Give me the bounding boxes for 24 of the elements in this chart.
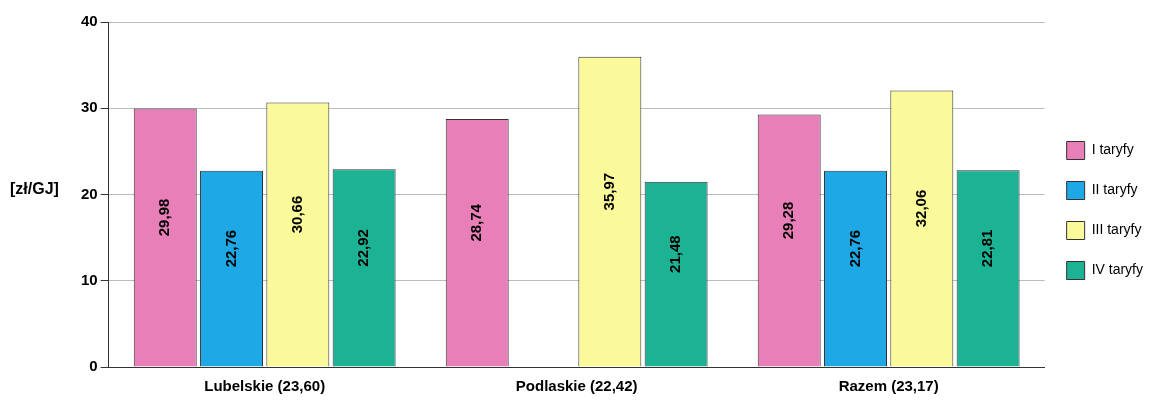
data-label: 22,81 xyxy=(978,229,996,268)
y-tick-label: 40 xyxy=(81,12,98,30)
data-label: 28,74 xyxy=(467,203,485,242)
data-label: 32,06 xyxy=(911,189,929,228)
y-tick-label: 20 xyxy=(81,184,98,202)
x-tick-label: Razem (23,17) xyxy=(838,377,939,395)
y-tick-label: 30 xyxy=(81,98,98,116)
data-label: 22,92 xyxy=(354,229,372,267)
x-tick-label: Podlaskie (22,42) xyxy=(515,377,638,395)
y-tick-label: 10 xyxy=(81,270,98,288)
data-label: 21,48 xyxy=(666,235,684,273)
data-label: 22,76 xyxy=(845,229,863,268)
data-label: 29,28 xyxy=(779,201,797,240)
data-label: 22,76 xyxy=(221,229,239,268)
legend-label: III taryfy xyxy=(1091,221,1142,238)
legend-label: IV taryfy xyxy=(1091,261,1144,278)
data-label: 30,66 xyxy=(287,195,305,234)
x-tick-label: Lubelskie (23,60) xyxy=(204,377,326,395)
legend-label: II taryfy xyxy=(1091,181,1138,198)
y-tick-label: 0 xyxy=(89,357,98,375)
data-label: 35,97 xyxy=(599,172,617,211)
legend-label: I taryfy xyxy=(1091,141,1134,158)
y-axis-title: [zł/GJ] xyxy=(10,179,59,197)
data-label: 29,98 xyxy=(155,198,173,237)
